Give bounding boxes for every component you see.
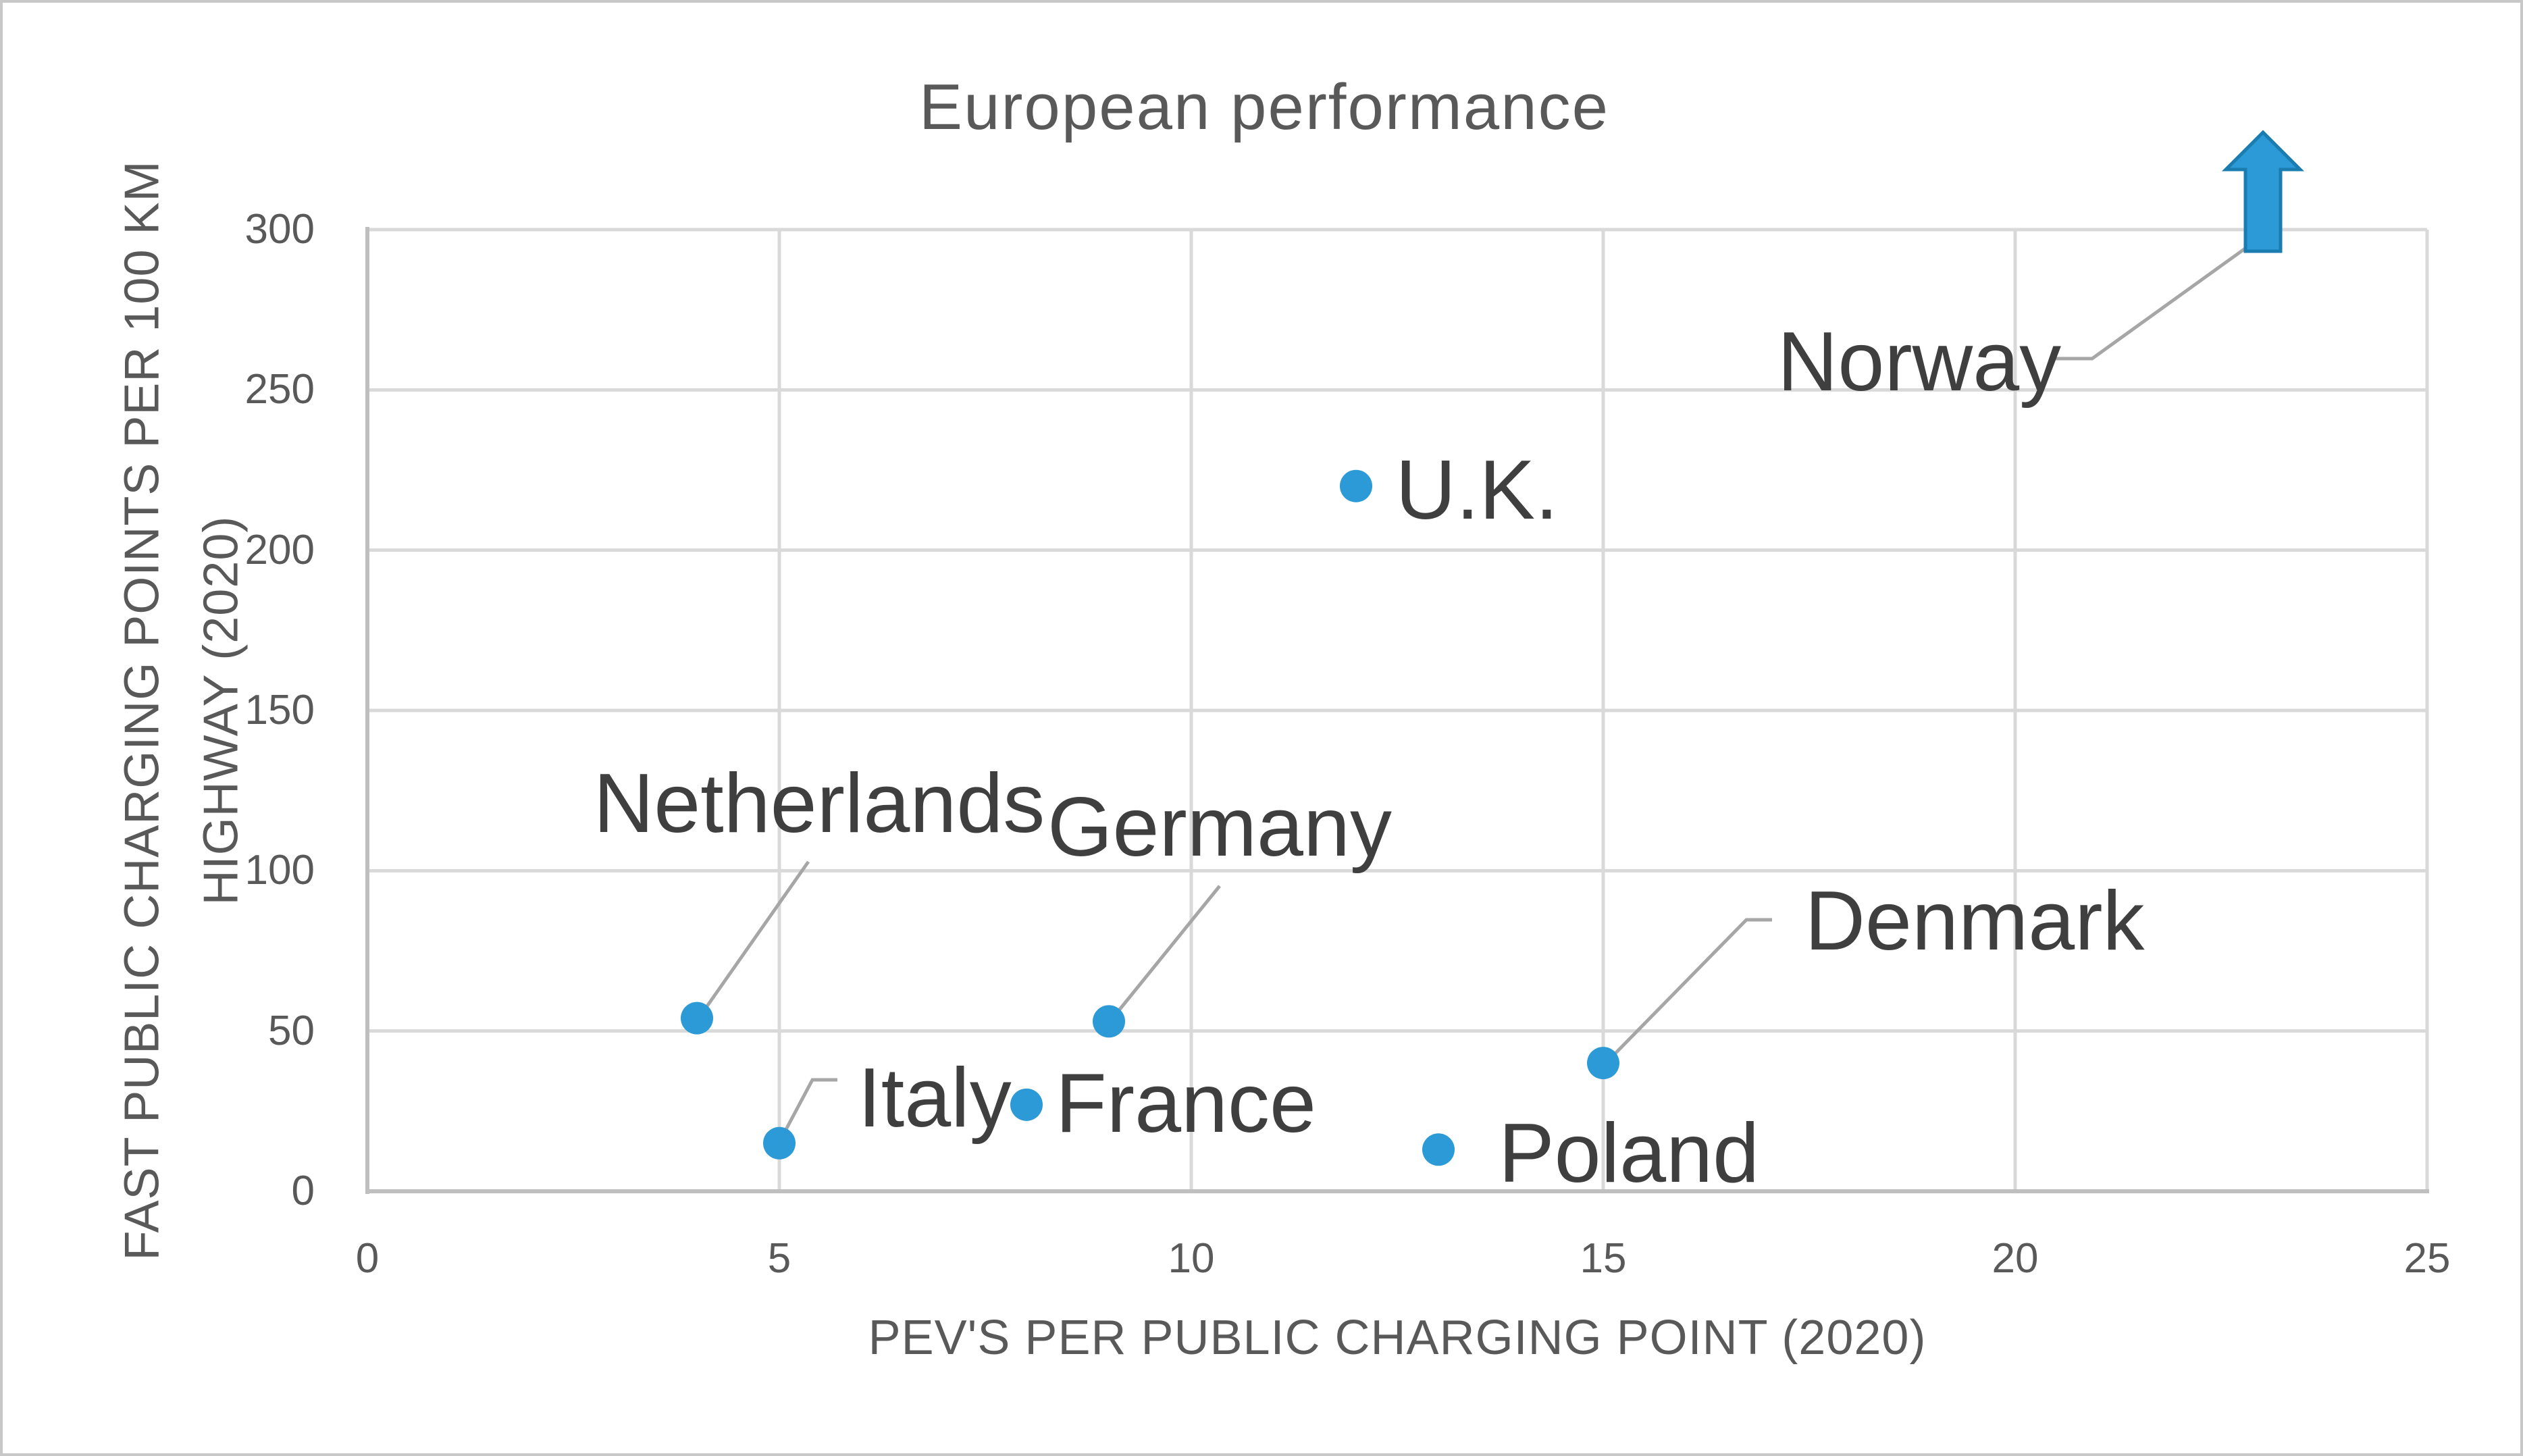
x-tick-label-5: 5: [767, 1235, 791, 1282]
point-label-poland: Poland: [1498, 1107, 1760, 1200]
point-label-germany: Germany: [1047, 781, 1392, 874]
label-leader-line: [777, 1078, 837, 1145]
data-point-denmark: [1587, 1047, 1619, 1080]
y-tick-label-0: 0: [291, 1168, 315, 1214]
data-point-netherlands: [681, 1002, 713, 1035]
up-arrow-icon: [2221, 130, 2305, 253]
scatter-plot-area: [365, 130, 2429, 1194]
y-tick-label-250: 250: [244, 366, 315, 413]
point-label-uk: U.K.: [1395, 444, 1559, 537]
y-tick-label-50: 50: [268, 1007, 315, 1054]
data-point-germany: [1093, 1005, 1125, 1038]
x-tick-label-25: 25: [2403, 1235, 2451, 1282]
y-tick-label-300: 300: [244, 206, 315, 253]
y-tick-label-200: 200: [244, 526, 315, 573]
x-tick-label-15: 15: [1580, 1235, 1627, 1282]
point-label-italy: Italy: [858, 1051, 1012, 1145]
label-leader-line: [1603, 918, 1772, 1066]
data-point-france: [1010, 1088, 1043, 1121]
point-label-netherlands: Netherlands: [593, 757, 1045, 850]
x-tick-label-10: 10: [1168, 1235, 1215, 1282]
x-axis-title: PEV'S PER PUBLIC CHARGING POINT (2020): [868, 1311, 1927, 1365]
point-label-france: France: [1056, 1057, 1316, 1150]
label-leader-line: [697, 860, 810, 1019]
point-label-denmark: Denmark: [1804, 875, 2145, 968]
x-tick-label-20: 20: [1992, 1235, 2039, 1282]
chart-title: European performance: [919, 71, 1609, 143]
y-tick-label-100: 100: [244, 847, 315, 894]
label-leader-line: [1109, 885, 1221, 1022]
y-tick-label-150: 150: [244, 687, 315, 733]
data-point-poland: [1422, 1133, 1455, 1166]
label-leader-line: [2053, 244, 2250, 361]
data-point-italy: [763, 1126, 796, 1160]
x-tick-label-0: 0: [355, 1235, 380, 1282]
data-point-uk: [1340, 469, 1372, 502]
point-label-norway: Norway: [1777, 315, 2062, 409]
